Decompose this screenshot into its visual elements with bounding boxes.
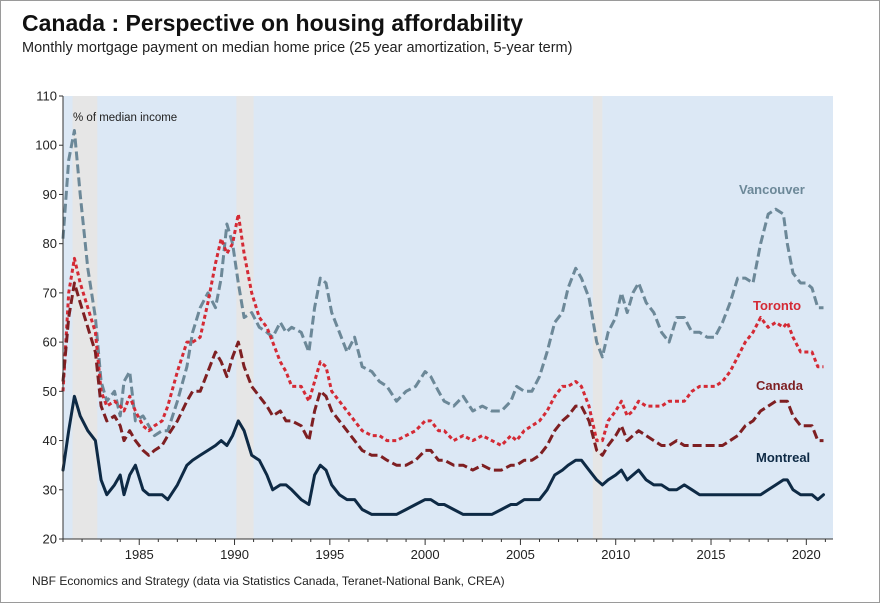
series-label-toronto: Toronto <box>753 298 801 313</box>
x-tick-label: 2020 <box>792 547 821 562</box>
series-label-canada: Canada <box>756 378 804 393</box>
y-tick-label: 110 <box>36 89 57 104</box>
series-line-montreal <box>61 394 825 516</box>
series-label-vancouver: Vancouver <box>739 182 805 197</box>
chart-subtitle: Monthly mortgage payment on median home … <box>22 40 573 56</box>
series-line-canada <box>61 281 824 472</box>
series-label-montreal: Montreal <box>756 450 810 465</box>
y-tick-label: 90 <box>43 187 57 202</box>
series-line-vancouver <box>61 129 824 438</box>
y-tick-label: 20 <box>43 532 57 547</box>
chart-title: Canada : Perspective on housing affordab… <box>22 10 523 36</box>
x-tick-label: 1995 <box>315 547 344 562</box>
x-tick-label: 1990 <box>220 547 249 562</box>
series-labels: Vancouver Toronto Canada Montreal <box>739 182 810 465</box>
plot-area <box>63 96 833 539</box>
series-layer <box>61 129 825 516</box>
y-tick-label: 100 <box>35 138 57 153</box>
source-note: NBF Economics and Strategy (data via Sta… <box>32 574 505 588</box>
axes: 110 100 90 80 70 60 50 40 30 20 1985 1990 1995 2000 20… <box>35 89 833 562</box>
x-tick-label: 2005 <box>506 547 535 562</box>
y-tick-label: 60 <box>43 335 57 350</box>
y-tick-label: 70 <box>43 285 57 300</box>
x-tick-label: 2000 <box>411 547 440 562</box>
y-tick-label: 80 <box>43 236 57 251</box>
recession-band <box>592 96 603 539</box>
y-tick-label: 30 <box>43 482 57 497</box>
y-tick-label: 50 <box>43 384 57 399</box>
x-tick-label: 1985 <box>125 547 154 562</box>
series-line-toronto <box>61 212 824 447</box>
x-tick-label: 2015 <box>697 547 726 562</box>
y-unit-label: % of median income <box>73 112 177 124</box>
x-tick-label: 2010 <box>601 547 630 562</box>
y-tick-label: 40 <box>43 433 57 448</box>
